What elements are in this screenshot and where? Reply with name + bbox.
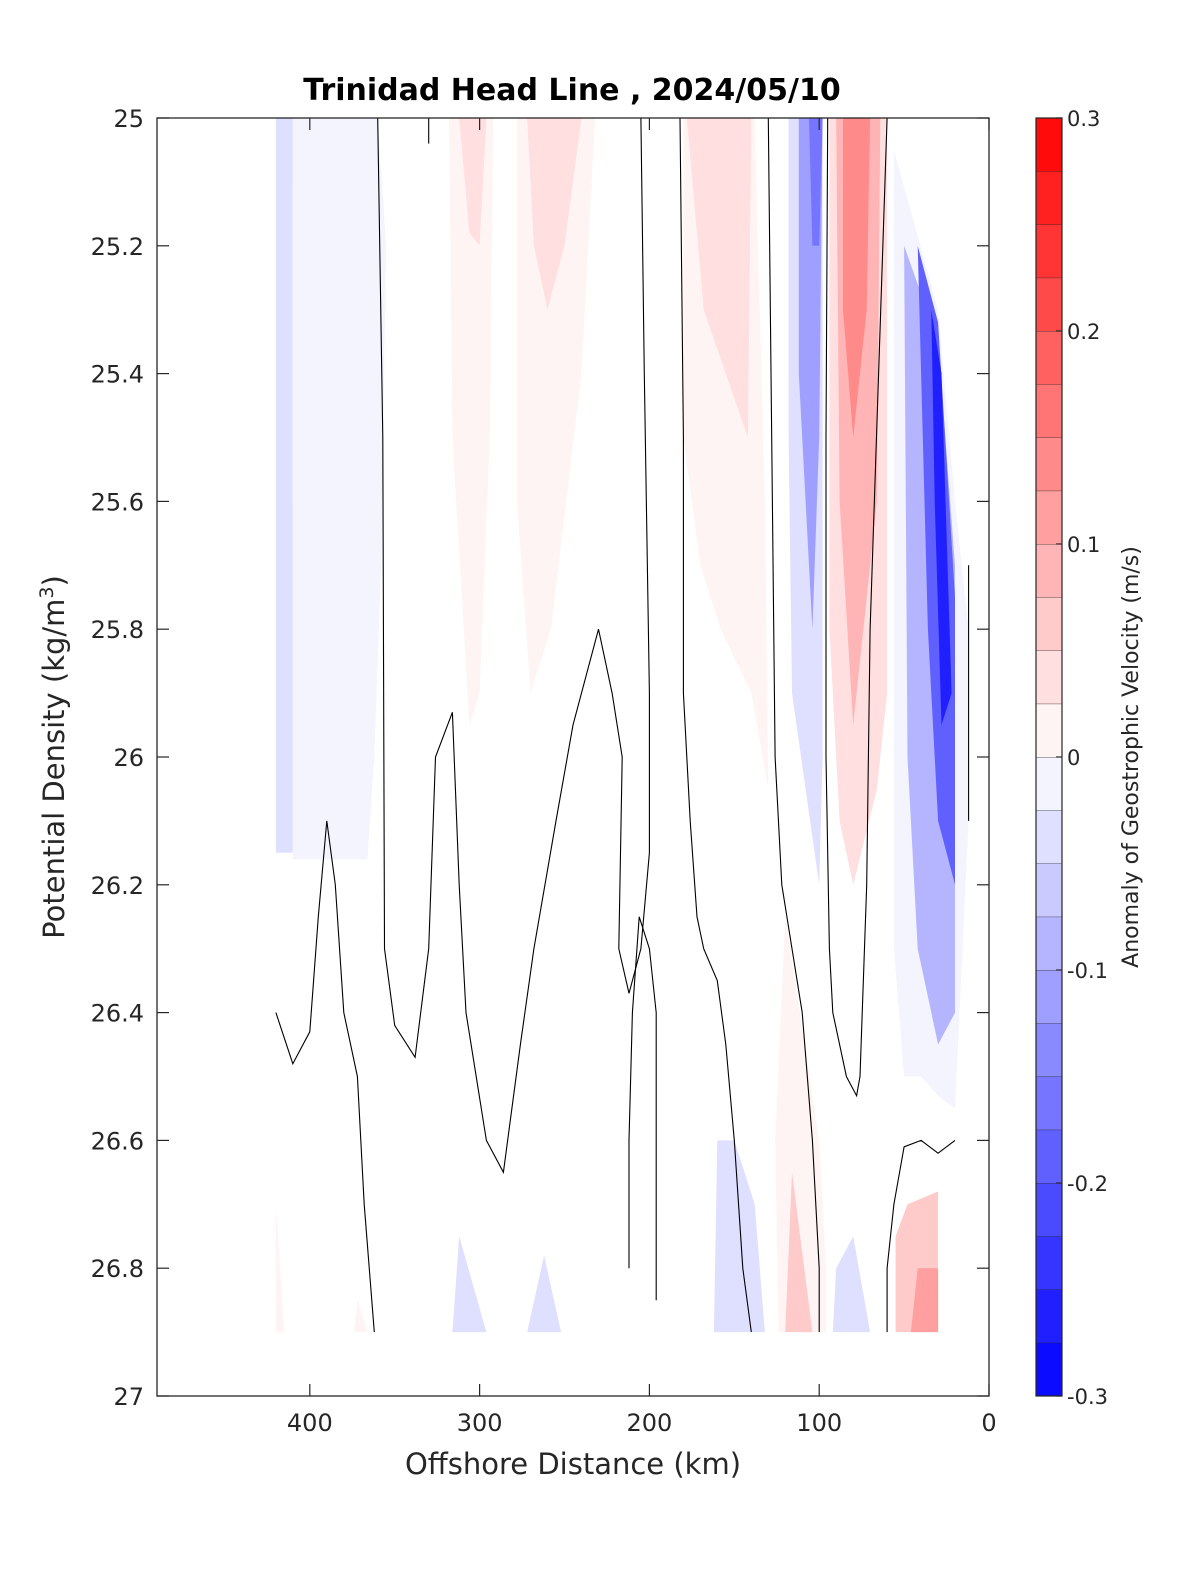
contour-region-27 [527, 1255, 562, 1333]
contour-region-17 [931, 309, 952, 725]
contour-line-0 [275, 820, 375, 1333]
colorbar-tick-label-1: 0.2 [1067, 320, 1100, 344]
chart-title: Trinidad Head Line , 2024/05/10 [303, 73, 840, 108]
zero-contour-lines [275, 118, 970, 1333]
y-axis: 25 25.2 25.4 25.6 25.8 26 26.2 26.4 26.6 26.8 27 [91, 105, 989, 1411]
contour-region-0 [275, 118, 293, 853]
colorbar-tick-label-6: -0.3 [1067, 1385, 1108, 1409]
contour-region-3 [459, 118, 487, 246]
colorbar-band-18 [1036, 384, 1062, 438]
y-axis-label: Potential Density (kg/m3) [36, 575, 71, 939]
contour-region-13 [843, 118, 871, 438]
colorbar-tick-label-0: 0.3 [1067, 107, 1100, 131]
contour-line-1 [377, 118, 650, 1175]
colorbar-label: Anomaly of Geostrophic Velocity (m/s) [1119, 546, 1144, 968]
colorbar-band-17 [1036, 437, 1062, 491]
colorbar-band-3 [1036, 1183, 1062, 1237]
colorbar-band-8 [1036, 916, 1062, 970]
y-tick-label-6: 26.2 [91, 872, 144, 900]
y-tick-label-4: 25.8 [91, 616, 144, 644]
colorbar-band-2 [1036, 1236, 1062, 1290]
y-tick-label-5: 26 [113, 744, 144, 772]
colorbar-band-14 [1036, 597, 1062, 651]
colorbar-tick-label-4: -0.1 [1067, 959, 1108, 983]
filled-contours [275, 118, 969, 1333]
contour-region-26 [452, 1236, 487, 1333]
contour-region-21 [832, 1236, 871, 1333]
colorbar-tick-label-5: -0.2 [1067, 1172, 1108, 1196]
x-tick-label-3: 100 [796, 1409, 842, 1437]
y-tick-label-1: 25.2 [91, 233, 144, 261]
colorbar-tick-label-3: 0 [1067, 746, 1080, 770]
x-tick-label-4: 0 [981, 1409, 996, 1437]
contour-region-7 [686, 118, 752, 438]
colorbar-band-15 [1036, 544, 1062, 598]
colorbar-band-0 [1036, 1342, 1062, 1396]
y-tick-label-7: 26.4 [91, 1000, 144, 1028]
contour-region-23 [910, 1268, 939, 1333]
colorbar-band-12 [1036, 703, 1062, 757]
y-tick-label-3: 25.6 [91, 488, 144, 516]
contour-region-5 [527, 118, 582, 310]
colorbar-band-7 [1036, 970, 1062, 1024]
colorbar-band-16 [1036, 490, 1062, 544]
colorbar-band-1 [1036, 1289, 1062, 1343]
x-tick-label-2: 200 [627, 1409, 673, 1437]
colorbar-band-19 [1036, 331, 1062, 385]
colorbar-band-22 [1036, 171, 1062, 225]
contour-region-19 [785, 1172, 813, 1333]
colorbar-band-6 [1036, 1023, 1062, 1077]
colorbar-band-13 [1036, 650, 1062, 704]
contour-line-5 [767, 118, 820, 1333]
contour-line-8 [886, 1139, 956, 1333]
contour-region-1 [292, 118, 387, 860]
colorbar-band-21 [1036, 224, 1062, 278]
contour-region-2 [449, 118, 494, 725]
contour-line-3 [679, 118, 752, 1333]
contour-region-4 [517, 118, 596, 694]
colorbar-band-9 [1036, 863, 1062, 917]
colorbar-band-23 [1036, 118, 1062, 172]
contour-region-16 [917, 245, 955, 885]
contour-region-20 [713, 1140, 765, 1333]
y-tick-label-2: 25.4 [91, 361, 144, 389]
y-tick-label-8: 26.6 [91, 1127, 144, 1155]
colorbar-band-20 [1036, 277, 1062, 331]
contour-line-6 [825, 118, 888, 1098]
contour-region-18 [775, 916, 826, 1333]
x-tick-label-0: 400 [287, 1409, 333, 1437]
colorbar-band-5 [1036, 1076, 1062, 1130]
colorbar-band-10 [1036, 810, 1062, 864]
colorbar-band-11 [1036, 757, 1062, 811]
x-axis: 400 300 200 100 0 [287, 118, 997, 1437]
contour-region-25 [354, 1300, 368, 1333]
y-tick-label-9: 26.8 [91, 1255, 144, 1283]
x-axis-label: Offshore Distance (km) [405, 1447, 741, 1481]
contour-line-4 [628, 916, 657, 1301]
colorbar-ticks: 0.3 0.2 0.1 0 -0.1 -0.2 -0.3 [1056, 107, 1108, 1409]
contour-region-10 [809, 118, 823, 246]
x-tick-label-1: 300 [457, 1409, 503, 1437]
colorbar-tick-label-2: 0.1 [1067, 533, 1100, 557]
colorbar-band-4 [1036, 1129, 1062, 1183]
contour-region-24 [275, 1204, 285, 1333]
y-tick-label-10: 27 [113, 1383, 144, 1411]
colorbar [1035, 117, 1063, 1397]
y-tick-label-0: 25 [113, 105, 144, 133]
